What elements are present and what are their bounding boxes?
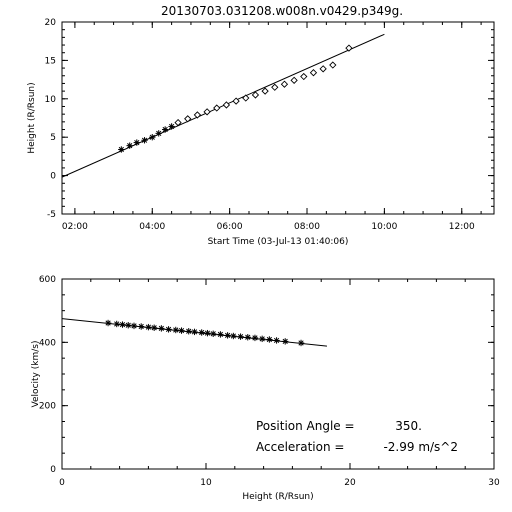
height-diamond-point [261, 87, 269, 95]
height-asterisk-point [133, 139, 140, 146]
velocity-asterisk-point [224, 332, 231, 339]
velocity-asterisk-point [178, 327, 185, 334]
velocity-data-points [104, 319, 305, 347]
height-asterisk-point [141, 137, 148, 144]
height-diamond-point [280, 80, 289, 88]
y-tick-label: 0 [50, 465, 56, 475]
velocity-height-plot: 0 10 20 30 0 200 400 600 Height (R/Rsun) Veloci… [31, 275, 500, 502]
velocity-asterisk-point [282, 338, 289, 345]
x-tick-label: 08:00 [294, 222, 320, 232]
height-diamond-point [232, 97, 240, 105]
height-asterisk-point [118, 146, 125, 153]
velocity-asterisk-point [172, 326, 179, 334]
x-tick-label: 20 [344, 478, 356, 488]
height-diamond-point [319, 65, 327, 73]
height-diamond-point [329, 61, 337, 69]
velocity-asterisk-point [150, 324, 158, 331]
y-tick-label: 5 [50, 133, 56, 143]
x-tick-label: 04:00 [139, 222, 165, 232]
velocity-asterisk-point [251, 334, 259, 342]
velocity-asterisk-point [158, 325, 165, 332]
height-diamond-point [203, 108, 211, 116]
velocity-asterisk-point [119, 321, 126, 328]
velocity-asterisk-point [237, 333, 244, 340]
chart-title: 20130703.031208.w008n.v0429.p349g. [161, 4, 403, 18]
height-diamond-point [242, 94, 250, 102]
velocity-asterisk-point [125, 322, 132, 329]
y-tick-label: 600 [39, 275, 56, 285]
x-tick-label: 0 [59, 478, 65, 488]
height-asterisk-point [126, 142, 133, 149]
velocity-asterisk-point [244, 334, 251, 341]
top-y-axis-label: Height (R/Rsun) [27, 82, 37, 153]
height-diamond-point [300, 72, 308, 81]
bottom-axis-ticks: 0 10 20 30 0 200 400 600 [39, 275, 500, 488]
y-tick-label: 400 [39, 338, 56, 348]
y-tick-label: -5 [47, 210, 56, 220]
height-diamond-point [251, 91, 260, 99]
acceleration-label: Acceleration = [256, 440, 344, 454]
bottom-x-axis-label: Height (R/Rsun) [242, 492, 313, 502]
velocity-asterisk-point [266, 336, 273, 343]
velocity-asterisk-point [217, 331, 224, 338]
velocity-asterisk-point [138, 323, 145, 330]
top-axis-ticks: 02:00 04:00 06:00 08:00 10:00 12:00 -5 0 5 10 15 20 [45, 18, 494, 232]
x-tick-label: 10:00 [371, 222, 397, 232]
height-time-plot: 02:00 04:00 06:00 08:00 10:00 12:00 -5 0 5 10 15 20… [27, 18, 495, 247]
velocity-asterisk-point [273, 337, 280, 344]
height-diamond-point [290, 76, 298, 85]
height-diamond-point [345, 44, 353, 52]
velocity-asterisk-point [230, 332, 237, 340]
height-diamond-point [213, 104, 221, 112]
x-tick-label: 30 [488, 478, 500, 488]
velocity-asterisk-point [185, 328, 192, 335]
position-angle-label: Position Angle = [256, 419, 355, 433]
height-asterisk-point [168, 123, 175, 130]
position-angle-value: 350. [395, 419, 422, 433]
height-fit-line [61, 33, 385, 178]
velocity-asterisk-point [198, 329, 205, 336]
x-tick-label: 12:00 [449, 222, 475, 232]
y-tick-label: 200 [39, 402, 56, 412]
height-diamond-point [174, 118, 182, 127]
height-diamond-point [309, 69, 318, 77]
velocity-asterisk-point [297, 339, 305, 347]
height-diamond-point [193, 111, 202, 119]
y-tick-label: 10 [45, 95, 57, 105]
height-data-points [118, 44, 353, 153]
height-asterisk-point [149, 134, 156, 141]
x-tick-label: 06:00 [217, 222, 243, 232]
velocity-asterisk-point [165, 326, 172, 333]
x-tick-label: 10 [200, 478, 212, 488]
velocity-asterisk-point [258, 335, 266, 343]
y-tick-label: 0 [50, 172, 56, 182]
velocity-asterisk-point [210, 330, 217, 337]
velocity-asterisk-point [130, 322, 138, 330]
velocity-asterisk-point [204, 329, 211, 337]
y-tick-label: 15 [45, 56, 56, 66]
velocity-asterisk-point [104, 319, 112, 327]
height-diamond-point [184, 115, 192, 123]
plot-frame-top [61, 21, 495, 215]
y-tick-label: 20 [45, 18, 57, 28]
height-diamond-point [222, 101, 231, 109]
velocity-asterisk-point [113, 320, 120, 328]
height-asterisk-point [161, 126, 169, 133]
velocity-asterisk-point [191, 328, 198, 336]
height-diamond-point [271, 83, 279, 91]
height-asterisk-point [155, 130, 162, 137]
x-tick-label: 02:00 [62, 222, 88, 232]
acceleration-value: -2.99 m/s^2 [383, 440, 458, 454]
velocity-asterisk-point [145, 323, 152, 331]
top-x-axis-label: Start Time (03-Jul-13 01:40:06) [208, 237, 349, 247]
bottom-y-axis-label: Velocity (km/s) [31, 341, 41, 408]
